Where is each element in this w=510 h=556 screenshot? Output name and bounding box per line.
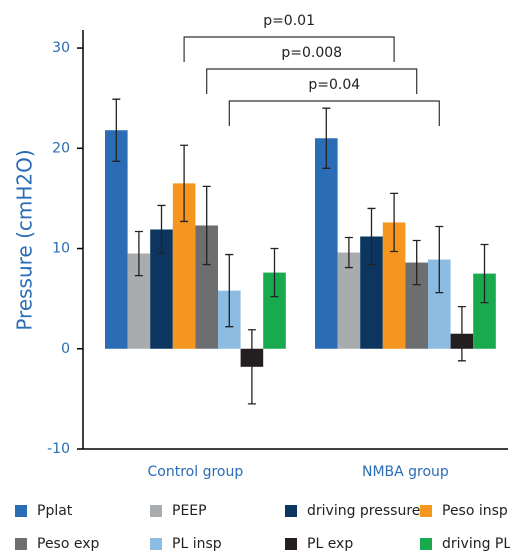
legend-swatch (285, 538, 297, 550)
legend-swatch (420, 538, 432, 550)
legend-label: PL insp (172, 536, 222, 552)
y-tick-label: 20 (52, 140, 70, 156)
legend-swatch (150, 505, 162, 517)
y-axis-label: Pressure (cmH2O) (13, 149, 37, 330)
error-bar (270, 247, 279, 298)
bar (263, 272, 286, 349)
error-bar (112, 98, 121, 162)
y-tick-label: 30 (52, 40, 70, 56)
error-bar (344, 236, 353, 269)
x-tick-label: Control group (148, 464, 244, 480)
error-bar (480, 243, 489, 304)
annotation: p=0.01 (263, 13, 315, 29)
error-bar (134, 230, 143, 277)
significance-bracket (206, 68, 418, 94)
y-tick-label: -10 (47, 441, 70, 457)
error-bar (367, 207, 376, 266)
error-bar (390, 192, 399, 253)
error-bar (457, 306, 466, 362)
bar (360, 236, 383, 349)
legend-label: driving PL (442, 536, 510, 552)
bar (195, 225, 218, 349)
legend-label: driving pressure (307, 503, 420, 519)
annotation: p=0.008 (281, 45, 342, 61)
error-bar (225, 253, 234, 328)
annotation: p=0.04 (308, 77, 360, 93)
legend-label: Peso exp (37, 536, 100, 552)
legend-label: PEEP (172, 503, 207, 519)
bar (105, 130, 128, 349)
legend-swatch (420, 505, 432, 517)
error-bar (202, 185, 211, 266)
significance-bracket (228, 100, 440, 126)
bar (382, 222, 406, 349)
error-bar (180, 144, 189, 223)
y-tick-label: 0 (61, 341, 70, 357)
x-tick-label: NMBA group (362, 464, 449, 480)
bar (172, 183, 196, 349)
bar (315, 138, 338, 349)
legend-swatch (285, 505, 297, 517)
bar (405, 262, 428, 349)
error-bar (412, 239, 421, 286)
bar (428, 259, 451, 349)
legend-label: Pplat (37, 503, 73, 519)
y-tick-label: 10 (52, 241, 70, 257)
error-bar (157, 204, 166, 255)
legend-label: PL exp (307, 536, 353, 552)
error-bar (247, 329, 256, 405)
error-bar (435, 225, 444, 294)
bar (150, 229, 173, 349)
bar (127, 253, 151, 349)
significance-bracket (183, 36, 395, 62)
legend-swatch (15, 505, 27, 517)
bar (337, 252, 361, 349)
legend-label: Peso insp (442, 503, 508, 519)
error-bar (322, 107, 331, 169)
legend-swatch (150, 538, 162, 550)
legend-swatch (15, 538, 27, 550)
bar (473, 273, 496, 349)
